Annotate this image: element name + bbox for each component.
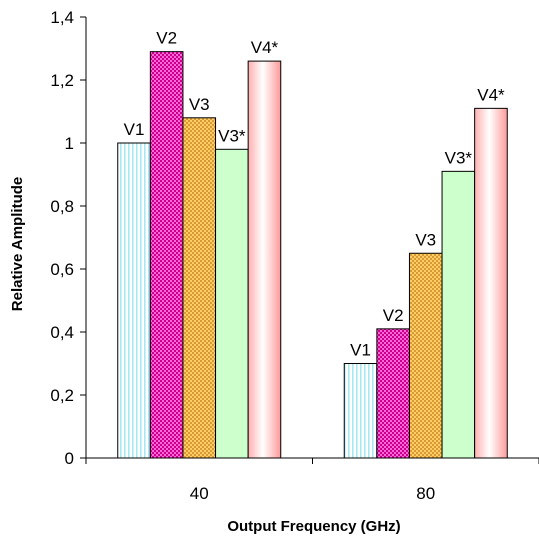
y-tick-label: 1,2 (50, 71, 74, 90)
bars-group (117, 51, 508, 459)
bar-v4s-40 (247, 60, 282, 459)
bar-label-v4s-80: V4* (477, 85, 505, 104)
y-ticks-group: 0 0,2 0,4 0,6 0,8 1 1,2 1,4 (50, 8, 86, 468)
bar-v2-80 (376, 328, 410, 459)
x-tick-label: 80 (416, 484, 435, 503)
bar-label-v3-40: V3 (189, 95, 210, 114)
bar-label-v1-80: V1 (350, 341, 371, 360)
bar-v3-80 (408, 252, 443, 459)
bar-label-v2-80: V2 (383, 306, 404, 325)
y-tick-label: 1,4 (50, 8, 74, 27)
x-tick-label: 40 (190, 484, 209, 503)
bar-label-v2-40: V2 (156, 29, 177, 48)
bar-v2-40 (149, 51, 184, 459)
bar-v3s-80 (441, 170, 476, 459)
bar-label-v3s-40: V3* (218, 126, 246, 145)
bar-v1-40 (117, 142, 151, 459)
bar-v3s-40 (215, 148, 249, 459)
bar-v4s-80 (474, 107, 508, 459)
bar-label-v3s-80: V3* (445, 148, 473, 167)
x-axis-title: Output Frequency (GHz) (227, 518, 400, 535)
bar-v3-40 (182, 117, 217, 459)
x-ticks-group: 40 80 (85, 458, 539, 503)
bar-label-v1-40: V1 (124, 120, 145, 139)
y-tick-label: 0,8 (50, 197, 74, 216)
bar-label-v3-80: V3 (415, 230, 436, 249)
y-tick-label: 0,6 (50, 260, 74, 279)
bar-v1-80 (343, 363, 378, 459)
y-tick-label: 0,4 (50, 323, 74, 342)
y-tick-label: 0,2 (50, 386, 74, 405)
y-tick-label: 1 (65, 134, 74, 153)
y-tick-label: 0 (65, 449, 74, 468)
bar-labels-group: V1 V2 V3 V3* V4* V1 V2 V3 V3* V4* (124, 29, 505, 360)
bar-label-v4s-40: V4* (251, 38, 279, 57)
y-axis-title: Relative Amplitude (9, 177, 26, 311)
